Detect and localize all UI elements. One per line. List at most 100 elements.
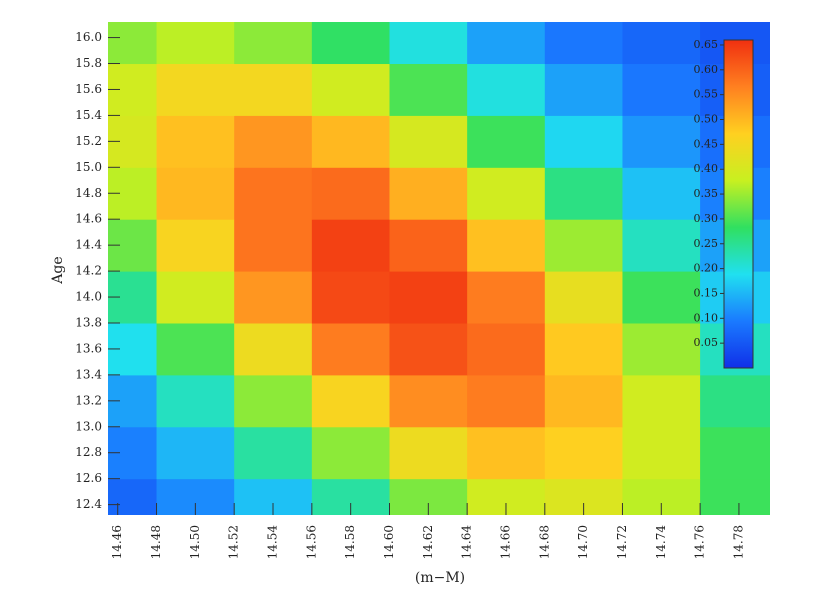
y-axis-title: Age xyxy=(50,256,66,284)
heatmap-cell xyxy=(311,115,390,168)
heatmap-cell xyxy=(467,374,546,428)
heatmap-cell xyxy=(622,22,701,65)
heatmap-cell xyxy=(311,22,390,65)
heatmap-cell xyxy=(389,322,468,376)
heatmap-cell xyxy=(311,271,390,324)
y-tick-label: 13.8 xyxy=(75,315,102,329)
heatmap-cell xyxy=(622,219,701,272)
heatmap-cell xyxy=(234,271,313,324)
x-tick-label: 14.78 xyxy=(731,525,745,559)
heatmap-cell xyxy=(311,426,390,480)
heatmap-cell xyxy=(467,22,546,65)
x-tick-label: 14.76 xyxy=(693,525,707,559)
heatmap-cell xyxy=(311,219,390,272)
heatmap-cell xyxy=(622,115,701,168)
x-tick-label: 14.46 xyxy=(110,525,124,559)
y-tick-label: 14.8 xyxy=(75,186,102,200)
heatmap-cell xyxy=(544,63,623,116)
colorbar-tick-label: 0.35 xyxy=(694,187,719,200)
y-tick-label: 16.0 xyxy=(75,30,102,44)
heatmap-cell xyxy=(544,271,623,324)
heatmap-cell xyxy=(467,219,546,272)
heatmap-cell xyxy=(389,374,468,428)
heatmap-cell xyxy=(156,115,235,168)
colorbar-tick-label: 0.45 xyxy=(694,137,719,150)
x-tick-label: 14.70 xyxy=(576,525,590,559)
x-axis-title: (m−M) xyxy=(415,570,465,586)
heatmap xyxy=(108,22,770,515)
heatmap-cell xyxy=(311,374,390,428)
y-tick-label: 14.4 xyxy=(75,238,102,252)
heatmap-cell xyxy=(156,22,235,65)
heatmap-cell xyxy=(389,167,468,220)
colorbar-tick-label: 0.40 xyxy=(694,162,719,175)
colorbar-tick-label: 0.05 xyxy=(694,336,719,349)
heatmap-cell xyxy=(234,322,313,376)
colorbar-tick-label: 0.65 xyxy=(694,38,719,51)
heatmap-cell xyxy=(467,426,546,480)
heatmap-cell xyxy=(544,322,623,376)
heatmap-cell xyxy=(389,22,468,65)
x-tick-label: 14.62 xyxy=(421,525,435,559)
heatmap-cell xyxy=(234,22,313,65)
heatmap-cell xyxy=(389,271,468,324)
y-tick-label: 14.0 xyxy=(75,290,102,304)
heatmap-cell xyxy=(544,115,623,168)
heatmap-cell xyxy=(234,167,313,220)
heatmap-cell xyxy=(234,426,313,480)
colorbar-tick-label: 0.30 xyxy=(694,212,719,225)
x-tick-label: 14.72 xyxy=(615,525,629,559)
y-tick-label: 14.2 xyxy=(75,264,102,278)
heatmap-cell xyxy=(622,322,701,376)
y-tick-label: 13.0 xyxy=(75,419,102,433)
x-tick-label: 14.52 xyxy=(227,525,241,559)
y-tick-label: 15.2 xyxy=(75,134,102,148)
y-tick-label: 15.8 xyxy=(75,56,102,70)
x-tick-label: 14.68 xyxy=(537,525,551,559)
heatmap-cell xyxy=(622,63,701,116)
heatmap-cell xyxy=(467,322,546,376)
heatmap-cell xyxy=(622,271,701,324)
heatmap-cell xyxy=(622,167,701,220)
heatmap-cell xyxy=(311,167,390,220)
x-tick-label: 14.56 xyxy=(304,525,318,559)
x-tick-label: 14.74 xyxy=(654,525,668,560)
heatmap-cell xyxy=(389,219,468,272)
x-tick-label: 14.54 xyxy=(266,525,280,560)
y-tick-label: 12.6 xyxy=(75,471,102,485)
heatmap-cell xyxy=(389,426,468,480)
y-tick-label: 12.8 xyxy=(75,445,102,459)
heatmap-cell xyxy=(156,63,235,116)
heatmap-cell xyxy=(389,63,468,116)
x-tick-label: 14.50 xyxy=(188,525,202,559)
heatmap-cell xyxy=(700,478,770,515)
heatmap-cell xyxy=(544,426,623,480)
heatmap-cell xyxy=(622,426,701,480)
heatmap-cell xyxy=(389,115,468,168)
heatmap-cell xyxy=(700,426,770,480)
colorbar-tick-label: 0.10 xyxy=(694,311,719,324)
colorbar-tick-label: 0.55 xyxy=(694,88,719,101)
heatmap-cell xyxy=(467,271,546,324)
colorbar-tick-label: 0.15 xyxy=(694,286,719,299)
colorbar-tick-label: 0.20 xyxy=(694,262,719,275)
heatmap-cell xyxy=(234,115,313,168)
heatmap-cell xyxy=(544,374,623,428)
heatmap-cell xyxy=(467,63,546,116)
y-tick-label: 15.6 xyxy=(75,82,102,96)
heatmap-cell xyxy=(467,167,546,220)
heatmap-cell xyxy=(156,374,235,428)
heatmap-cell xyxy=(234,63,313,116)
colorbar-tick-label: 0.60 xyxy=(694,63,719,76)
heatmap-cell xyxy=(700,374,770,428)
heatmap-cell xyxy=(156,167,235,220)
colorbar-tick-label: 0.50 xyxy=(694,113,719,126)
heatmap-cell xyxy=(156,322,235,376)
heatmap-cell xyxy=(311,63,390,116)
y-tick-label: 15.0 xyxy=(75,160,102,174)
y-tick-label: 13.4 xyxy=(75,367,102,381)
heatmap-cell xyxy=(234,219,313,272)
colorbar-tick-label: 0.25 xyxy=(694,237,719,250)
heatmap-cell xyxy=(156,426,235,480)
